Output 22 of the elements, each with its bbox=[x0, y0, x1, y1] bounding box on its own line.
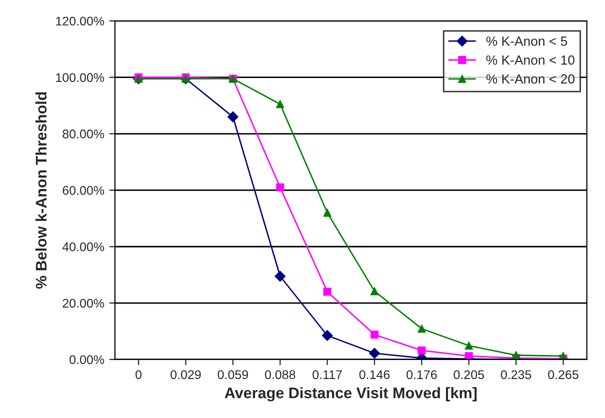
y-tick-label: 120.00% bbox=[56, 16, 104, 26]
x-tick-label: 0.265 bbox=[548, 370, 578, 380]
x-axis-title: Average Distance Visit Moved [km] bbox=[224, 387, 477, 402]
y-tick-label: 80.00% bbox=[62, 130, 104, 138]
x-tick-label: 0.029 bbox=[170, 370, 201, 380]
x-tick-label: 0.088 bbox=[264, 370, 296, 380]
x-tick-label: 0.205 bbox=[454, 370, 484, 380]
y-axis-title: % Below k-Anon Threshold bbox=[35, 92, 47, 289]
y-tick-label: 0.00% bbox=[70, 355, 104, 364]
x-tick-label: 0 bbox=[136, 370, 142, 380]
legend-label: % K-Anon < 10 bbox=[486, 55, 574, 65]
x-tick-label: 0.059 bbox=[218, 370, 248, 380]
y-tick-label: 100.00% bbox=[56, 73, 104, 82]
legend-label: % K-Anon < 20 bbox=[486, 74, 574, 84]
x-tick-label: 0.176 bbox=[406, 370, 437, 380]
x-tick-label: 0.117 bbox=[312, 370, 342, 380]
x-tick-label: 0.146 bbox=[359, 370, 390, 380]
x-tick-label: 0.235 bbox=[500, 370, 532, 380]
legend-label: % K-Anon < 5 bbox=[486, 36, 568, 46]
y-tick-label: 40.00% bbox=[62, 242, 104, 252]
y-tick-label: 20.00% bbox=[62, 298, 104, 308]
y-tick-label: 60.00% bbox=[62, 186, 104, 195]
